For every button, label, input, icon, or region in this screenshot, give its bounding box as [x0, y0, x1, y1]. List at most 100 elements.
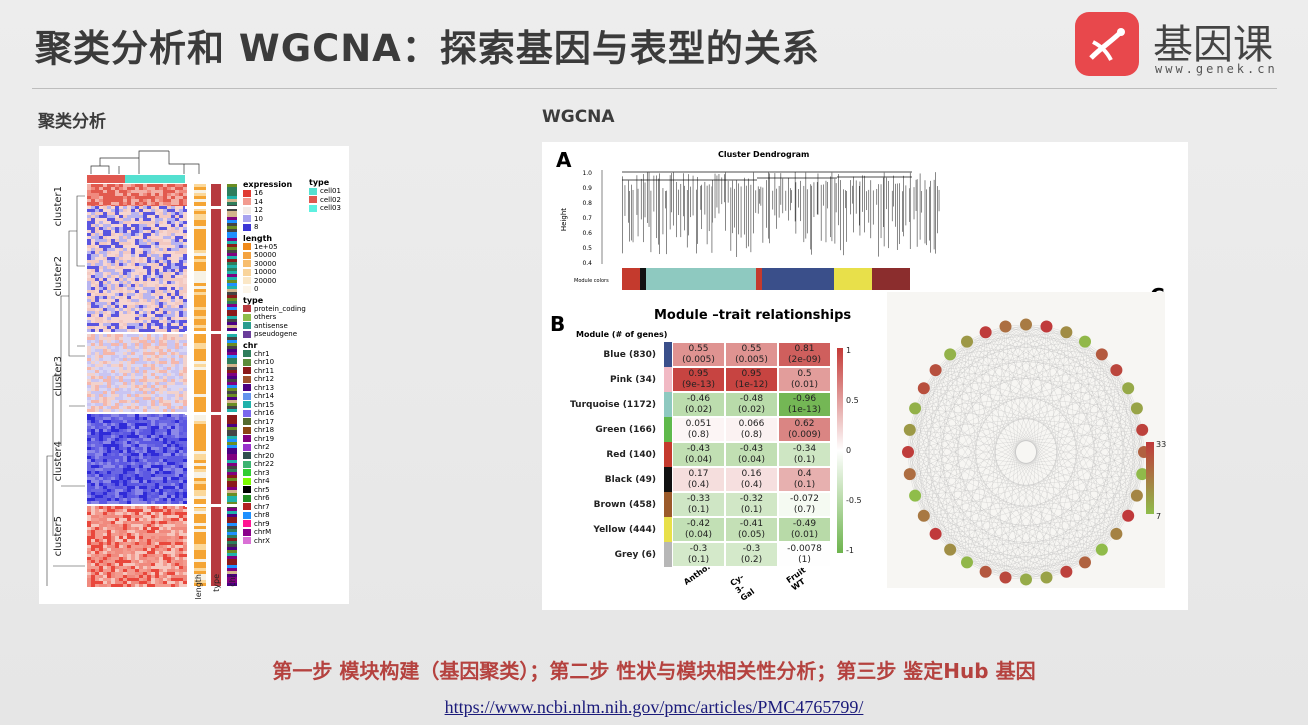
- y-tick-label: 0.7: [582, 215, 592, 222]
- network-node: [980, 566, 992, 578]
- length-axis-label: length: [194, 574, 203, 600]
- type-axis-label: type: [212, 574, 221, 592]
- network-node: [1122, 510, 1134, 522]
- network-node: [902, 446, 914, 458]
- title-divider: [32, 88, 1277, 89]
- chr-legend-item: chr11: [243, 367, 306, 376]
- module-color-swatch: [664, 367, 672, 392]
- module-color-swatch: [664, 392, 672, 417]
- length-legend-title: length: [243, 234, 306, 243]
- wgcna-subtitle: WGCNA: [542, 107, 615, 127]
- network-node: [930, 364, 942, 376]
- correlation-cell: -0.33 (0.1): [672, 492, 725, 517]
- y-tick-label: 0.4: [582, 260, 592, 267]
- cluster5-label: cluster5: [53, 516, 64, 556]
- module-color-swatch: [664, 492, 672, 517]
- network-node: [909, 402, 921, 414]
- chr-legend-item: chr22: [243, 460, 306, 469]
- y-tick-label: 0.6: [582, 230, 592, 237]
- module-label: Brown (458): [556, 500, 656, 510]
- network-node: [904, 468, 916, 480]
- module-color-swatch: [664, 542, 672, 567]
- type-legend-item: others: [243, 313, 306, 322]
- cell-type-legend: type cell01 cell02 cell03: [309, 178, 341, 213]
- module-label: Blue (830): [556, 350, 656, 360]
- module-color-swatch: [664, 342, 672, 367]
- pmc-article-link[interactable]: https://www.ncbi.nlm.nih.gov/pmc/article…: [0, 697, 1308, 718]
- brand-logo: 基因课 www.genek.cn: [1075, 12, 1305, 82]
- chr-axis-label: chr: [228, 574, 237, 587]
- correlation-cell: -0.41 (0.05): [725, 517, 778, 542]
- network-node: [1000, 572, 1012, 584]
- trait-label: Cy-3-Gal: [729, 572, 757, 603]
- correlation-cell: -0.32 (0.1): [725, 492, 778, 517]
- cell-legend-title: type: [309, 178, 341, 187]
- network-node: [1096, 544, 1108, 556]
- network-node: [944, 348, 956, 360]
- chr-legend-item: chr5: [243, 486, 306, 495]
- network-color-scale: [1146, 442, 1154, 514]
- top-dendrogram: [91, 151, 199, 174]
- chr-legend-item: chr19: [243, 435, 306, 444]
- network-node: [1060, 326, 1072, 338]
- correlation-cell: 0.16 (0.4): [725, 467, 778, 492]
- correlation-cell: -0.072 (0.7): [778, 492, 831, 517]
- network-panel: [887, 292, 1165, 588]
- expression-legend-item: 16: [243, 189, 306, 198]
- module-label: Pink (34): [556, 375, 656, 385]
- scale-bottom-label: 7: [1156, 512, 1161, 521]
- type-legend-item: pseudogene: [243, 330, 306, 339]
- correlation-cell: -0.49 (0.01): [778, 517, 831, 542]
- chr-legend-item: chr17: [243, 418, 306, 427]
- chr-legend-item: chr16: [243, 409, 306, 418]
- correlation-cell: 0.4 (0.1): [778, 467, 831, 492]
- cluster4-label: cluster4: [53, 441, 64, 481]
- correlation-cell: -0.3 (0.2): [725, 542, 778, 567]
- type-legend-item: protein_coding: [243, 305, 306, 314]
- network-node: [1110, 364, 1122, 376]
- chr-legend-item: chr12: [243, 375, 306, 384]
- panel-b-letter: B: [550, 312, 565, 336]
- network-node: [904, 424, 916, 436]
- chr-legend-item: chr2: [243, 443, 306, 452]
- y-tick-label: 0.9: [582, 185, 592, 192]
- expression-legend-title: expression: [243, 180, 306, 189]
- chr-legend-item: chr18: [243, 426, 306, 435]
- scale-top-label: 33: [1156, 440, 1166, 449]
- correlation-cell: -0.42 (0.04): [672, 517, 725, 542]
- network-node: [1079, 336, 1091, 348]
- module-label: Grey (6): [556, 550, 656, 560]
- chr-legend-item: chr1: [243, 350, 306, 359]
- scale-tick: -0.5: [846, 496, 862, 505]
- chr-legend-item: chr20: [243, 452, 306, 461]
- chr-legend-item: chrX: [243, 537, 306, 546]
- chr-legend-title: chr: [243, 341, 306, 350]
- correlation-cell: 0.066 (0.8): [725, 417, 778, 442]
- y-tick-label: 0.8: [582, 200, 592, 207]
- correlation-cell: -0.96 (1e-13): [778, 392, 831, 417]
- cell-legend-item: cell02: [309, 196, 341, 205]
- slide-title: 聚类分析和 WGCNA：探索基因与表型的关系: [35, 18, 820, 72]
- length-legend-item: 20000: [243, 277, 306, 286]
- chr-legend-item: chr14: [243, 392, 306, 401]
- correlation-cell: 0.62 (0.009): [778, 417, 831, 442]
- network-node: [1131, 402, 1143, 414]
- correlation-cell: -0.43 (0.04): [725, 442, 778, 467]
- module-label: Black (49): [556, 475, 656, 485]
- module-color-swatch: [664, 517, 672, 542]
- network-node: [1000, 320, 1012, 332]
- network-node: [918, 510, 930, 522]
- correlation-cell: -0.34 (0.1): [778, 442, 831, 467]
- dna-logo-icon: [1075, 12, 1139, 76]
- scale-tick: 1: [846, 346, 851, 355]
- network-node: [909, 490, 921, 502]
- trait-label: Fruit WT: [785, 566, 813, 593]
- correlation-cell: 0.55 (0.005): [672, 342, 725, 367]
- network-node: [930, 528, 942, 540]
- heatmap-legend: expression 16 14 12 10 8 length 1e+05 50000 30000…: [243, 178, 306, 545]
- network-node: [980, 326, 992, 338]
- length-legend-item: 1e+05: [243, 243, 306, 252]
- correlation-cell: -0.0078 (1): [778, 542, 831, 567]
- chr-legend-item: chr3: [243, 469, 306, 478]
- chr-legend-item: chr13: [243, 384, 306, 393]
